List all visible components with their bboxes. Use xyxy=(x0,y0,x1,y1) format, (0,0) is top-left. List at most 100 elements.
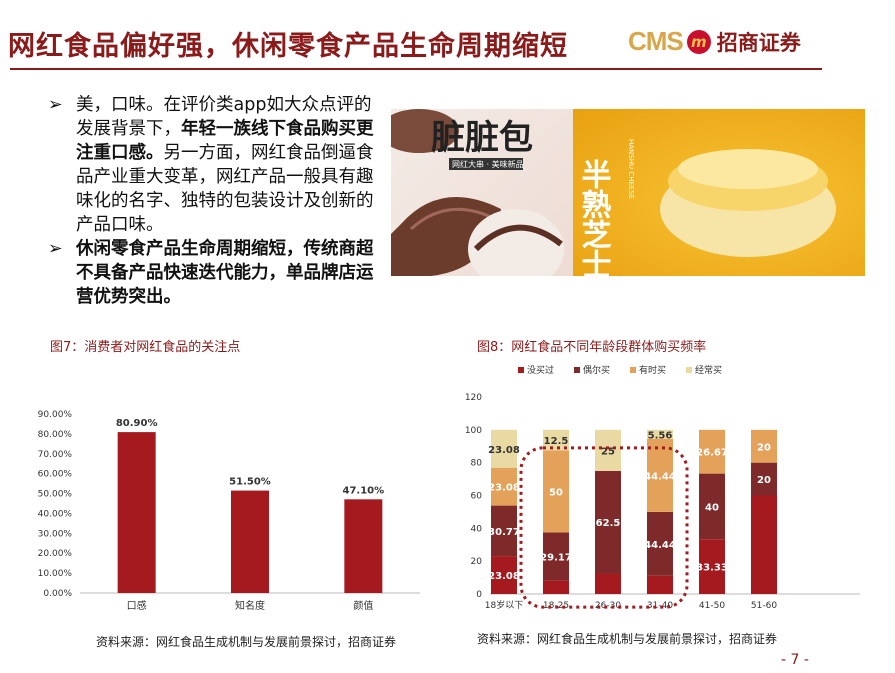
data-label: 23.08 xyxy=(488,571,520,582)
bullet-text: 另一方面，网红食品倒逼食品产业重大变革，网红产品一般具有趣味化的名字、独特的包装… xyxy=(76,143,374,235)
bar xyxy=(231,490,269,593)
data-label: 26.67 xyxy=(696,448,728,459)
photo-right-title: 半熟芝士 xyxy=(576,159,612,276)
stacked-bar-segment xyxy=(543,580,569,594)
y-tick-label: 20.00% xyxy=(38,549,73,559)
page-title: 网红食品偏好强，休闲零食产品生命周期缩短 xyxy=(8,31,568,62)
stacked-bar-segment xyxy=(491,429,517,468)
photo-left-title: 脏脏包 xyxy=(431,118,533,158)
y-tick-label: 80.00% xyxy=(38,430,73,440)
data-label: 20 xyxy=(757,442,771,453)
legend-swatch xyxy=(574,367,580,373)
y-tick-label: 20 xyxy=(471,557,483,567)
stacked-bar-segment xyxy=(595,429,621,471)
fig8-source: 资料来源：网红食品生成机制与发展前景探讨，招商证券 xyxy=(477,632,778,646)
stacked-bar-segment xyxy=(491,556,517,594)
data-label: 50 xyxy=(549,487,563,498)
stacked-bar-segment xyxy=(595,573,621,594)
brand-circle-icon: m xyxy=(686,29,711,54)
data-label: 44.44 xyxy=(644,540,676,551)
photo-left-badge: 网红大串 · 美味新品 xyxy=(452,159,524,169)
product-photo-zangzangbao: 脏脏包 网红大串 · 美味新品 xyxy=(391,109,573,276)
y-tick-label: 0 xyxy=(476,590,482,600)
data-label: 62.5 xyxy=(596,518,621,529)
legend-label: 经常买 xyxy=(695,364,722,376)
data-label: 29.17 xyxy=(540,552,572,563)
legend-swatch xyxy=(518,367,524,373)
y-tick-label: 80 xyxy=(471,459,483,469)
x-tick-label: 51-60 xyxy=(751,601,777,610)
bar xyxy=(117,432,156,593)
legend-swatch xyxy=(686,367,692,373)
data-label: 80.90% xyxy=(116,418,158,429)
data-label: 33.33 xyxy=(696,563,728,574)
x-tick-label: 31-40 xyxy=(647,601,673,610)
y-tick-label: 100 xyxy=(465,426,482,436)
x-tick-label: 知名度 xyxy=(235,599,265,612)
x-tick-label: 26-30 xyxy=(595,601,621,610)
legend-swatch xyxy=(630,367,636,373)
y-tick-label: 40.00% xyxy=(38,509,73,519)
fig7-caption: 图7：消费者对网红食品的关注点 xyxy=(50,340,241,355)
stacked-bar-segment xyxy=(543,532,569,581)
brand-name-cn: 招商证券 xyxy=(716,29,801,55)
x-tick-label: 口感 xyxy=(127,599,147,612)
stacked-bar-segment xyxy=(699,539,725,594)
stacked-bar-segment xyxy=(647,511,673,576)
stacked-bar-segment xyxy=(647,575,673,594)
data-label: 20 xyxy=(757,475,771,486)
y-tick-label: 50.00% xyxy=(38,490,73,500)
y-tick-label: 0.00% xyxy=(43,589,72,599)
bullet-list: ➢ 美，口味。在评价类app如大众点评的发展背景下，年轻一族线下食品购买更注重口感… xyxy=(48,93,383,309)
stacked-bar-segment xyxy=(699,429,725,474)
page-number: - 7 - xyxy=(781,652,809,668)
y-tick-label: 60.00% xyxy=(38,470,73,480)
stacked-bar-segment xyxy=(751,462,777,496)
data-label: 40 xyxy=(705,502,719,513)
stacked-bar-segment xyxy=(699,473,725,540)
stacked-bar-segment xyxy=(647,429,673,439)
product-photo-cheese: 半熟芝士 HANSHU CHEESE xyxy=(573,109,865,276)
stacked-bar-segment xyxy=(491,505,517,557)
legend-label: 有时买 xyxy=(639,364,666,376)
data-label: 23.08 xyxy=(488,483,520,494)
x-tick-label: 41-50 xyxy=(699,601,725,610)
data-label: 51.50% xyxy=(229,477,271,488)
header-divider xyxy=(10,68,822,70)
data-label: 47.10% xyxy=(343,485,385,496)
stacked-bar-segment xyxy=(491,467,517,506)
bullet-item-1: ➢ 美，口味。在评价类app如大众点评的发展背景下，年轻一族线下食品购买更注重口感… xyxy=(48,93,383,237)
bullet-item-2: ➢ 休闲零食产品生命周期缩短，传统商超不具备产品快速迭代能力，单品牌店运营优势突出… xyxy=(48,237,383,309)
y-tick-label: 90.00% xyxy=(38,410,73,420)
y-tick-label: 30.00% xyxy=(38,529,73,539)
photo-right-sub: HANSHU CHEESE xyxy=(627,139,635,199)
stacked-bar-segment xyxy=(751,495,777,594)
bullet-text-bold: 年轻一族线下食品购买更注重口感。 xyxy=(76,119,374,163)
x-tick-label: 18-25 xyxy=(543,601,569,610)
legend-label: 没买过 xyxy=(527,364,554,376)
arrow-bullet-icon: ➢ xyxy=(48,239,63,259)
x-tick-label: 18岁以下 xyxy=(485,599,523,610)
stacked-bar-segment xyxy=(647,438,673,512)
bullet-text-bold: 休闲零食产品生命周期缩短，传统商超不具备产品快速迭代能力，单品牌店运营优势突出。 xyxy=(76,239,374,307)
data-label: 44.44 xyxy=(644,471,676,482)
y-tick-label: 120 xyxy=(465,393,482,403)
y-tick-label: 40 xyxy=(471,524,483,534)
data-label: 23.08 xyxy=(488,445,520,456)
fig8-caption: 图8：网红食品不同年龄段群体购买频率 xyxy=(477,340,707,355)
fig7-bar-chart: 0.00% 10.00% 20.00% 30.00% 40.00% 50.00% 60.00… xyxy=(38,410,420,612)
bullet-text: 美，口味。在评价类app如大众点评的发展背景下， xyxy=(76,95,372,139)
data-label: 25 xyxy=(601,446,615,457)
y-tick-label: 70.00% xyxy=(38,450,73,460)
y-tick-label: 60 xyxy=(471,492,483,502)
data-label: 12.5 xyxy=(544,436,569,447)
data-label: 5.56 xyxy=(648,430,673,441)
legend-label: 偶尔买 xyxy=(583,364,610,376)
data-label: 30.77 xyxy=(488,527,520,538)
stacked-bar-segment xyxy=(543,429,569,451)
brand-cms-text: CMS xyxy=(628,26,684,56)
bar xyxy=(344,499,383,593)
stacked-bar-segment xyxy=(543,450,569,533)
fig7-source: 资料来源：网红食品生成机制与发展前景探讨，招商证券 xyxy=(96,635,397,649)
highlight-box xyxy=(519,446,689,609)
